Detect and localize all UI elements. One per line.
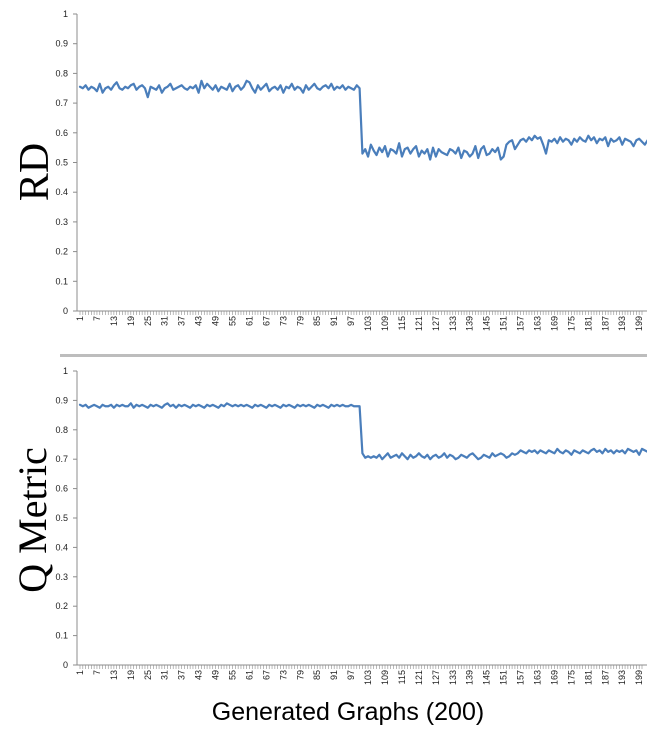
x-tick-label: 97 <box>346 670 356 680</box>
y-tick-label: 0.3 <box>55 217 68 227</box>
x-tick-label: 67 <box>261 670 271 680</box>
x-tick-label: 103 <box>363 670 373 685</box>
x-tick-label: 31 <box>160 316 170 326</box>
x-tick-label: 139 <box>465 316 475 331</box>
x-tick-label: 43 <box>194 316 204 326</box>
x-tick-label: 187 <box>600 670 610 685</box>
x-tick-label: 157 <box>516 316 526 331</box>
x-tick-label: 175 <box>566 316 576 331</box>
x-tick-label: 37 <box>177 670 187 680</box>
x-tick-label: 85 <box>312 670 322 680</box>
x-tick-label: 73 <box>278 316 288 326</box>
y-tick-label: 1 <box>63 9 68 19</box>
x-tick-label: 181 <box>583 670 593 685</box>
y-tick-label: 0.8 <box>55 425 68 435</box>
x-tick-label: 199 <box>634 670 644 685</box>
y-tick-label: 0.6 <box>55 484 68 494</box>
x-tick-label: 79 <box>295 316 305 326</box>
x-tick-label: 79 <box>295 670 305 680</box>
y-tick-label: 0.9 <box>55 395 68 405</box>
y-tick-label: 0.1 <box>55 276 68 286</box>
x-tick-label: 73 <box>278 670 288 680</box>
y-tick-label: 0.4 <box>55 187 68 197</box>
series-line <box>78 79 647 161</box>
x-tick-label: 121 <box>414 316 424 331</box>
y-tick-label: 0.7 <box>55 98 68 108</box>
x-tick-label: 7 <box>92 670 102 675</box>
y-tick-label: 0.2 <box>55 247 68 257</box>
x-tick-label: 139 <box>465 670 475 685</box>
x-tick-label: 91 <box>329 316 339 326</box>
x-tick-label: 13 <box>109 316 119 326</box>
y-tick-label: 0.8 <box>55 68 68 78</box>
x-tick-label: 163 <box>533 670 543 685</box>
chart-q-metric: Q Metric 0 0.1 0.2 0.3 0.4 0.5 0.6 0.7 0.8 0.9 1 1 7 1… <box>10 366 647 685</box>
x-tick-label: 43 <box>194 670 204 680</box>
x-tick-label: 169 <box>549 316 559 331</box>
y-tick-label: 0.3 <box>55 572 68 582</box>
x-tick-label: 145 <box>482 316 492 331</box>
y-tick-label: 1 <box>63 366 68 376</box>
x-axis-label: Generated Graphs (200) <box>212 698 484 726</box>
y-tick-label: 0.7 <box>55 454 68 464</box>
x-tick-label: 49 <box>211 670 221 680</box>
x-tick-label: 163 <box>533 316 543 331</box>
x-tick-label: 61 <box>244 670 254 680</box>
x-tick-label: 181 <box>583 316 593 331</box>
x-tick-label: 127 <box>431 670 441 685</box>
x-tick-label: 115 <box>397 316 407 330</box>
x-tick-label: 97 <box>346 316 356 326</box>
x-tick-label: 145 <box>482 670 492 685</box>
x-tick-label: 25 <box>143 316 153 326</box>
y-tick-label: 0.1 <box>55 631 68 641</box>
x-tick-label: 31 <box>160 670 170 680</box>
series-line <box>78 402 647 461</box>
x-tick-label: 193 <box>617 316 627 331</box>
y-axis-label: RD <box>12 143 58 201</box>
y-tick-label: 0.5 <box>55 158 68 168</box>
y-tick-label: 0.5 <box>55 513 68 523</box>
x-tick-label: 1 <box>75 316 85 321</box>
chart-rd: RD 0 0.1 0.2 0.3 0.4 0.5 0.6 0.7 0.8 0.9 1 1 7 13 19 25 3… <box>12 9 647 331</box>
x-tick-label: 25 <box>143 670 153 680</box>
y-tick-label: 0 <box>63 660 68 670</box>
x-tick-label: 49 <box>211 316 221 326</box>
x-tick-label: 7 <box>92 316 102 321</box>
x-tick-label: 157 <box>516 670 526 685</box>
x-tick-label: 91 <box>329 670 339 680</box>
x-tick-label: 19 <box>126 670 136 680</box>
x-tick-label: 103 <box>363 316 373 331</box>
x-tick-label: 151 <box>499 670 509 685</box>
x-tick-label: 67 <box>261 316 271 326</box>
y-tick-label: 0 <box>63 306 68 316</box>
x-tick-label: 55 <box>228 670 238 680</box>
x-tick-label: 37 <box>177 316 187 326</box>
x-tick-label: 13 <box>109 670 119 680</box>
x-tick-label: 187 <box>600 316 610 331</box>
x-tick-label: 1 <box>75 670 85 675</box>
y-tick-label: 0.2 <box>55 601 68 611</box>
x-tick-label: 109 <box>380 670 390 685</box>
x-tick-label: 199 <box>634 316 644 331</box>
x-tick-label: 133 <box>448 670 458 685</box>
x-tick-label: 61 <box>244 316 254 326</box>
y-tick-label: 0.9 <box>55 39 68 49</box>
x-tick-label: 55 <box>228 316 238 326</box>
x-tick-label: 193 <box>617 670 627 685</box>
x-tick-label: 169 <box>549 670 559 685</box>
x-tick-label: 121 <box>414 670 424 685</box>
y-tick-label: 0.6 <box>55 128 68 138</box>
x-tick-label: 85 <box>312 316 322 326</box>
x-tick-label: 175 <box>566 670 576 685</box>
y-axis-label: Q Metric <box>10 447 55 593</box>
x-tick-label: 19 <box>126 316 136 326</box>
x-tick-label: 151 <box>499 316 509 331</box>
x-tick-label: 115 <box>397 670 407 684</box>
x-tick-label: 133 <box>448 316 458 331</box>
y-tick-label: 0.4 <box>55 542 68 552</box>
x-tick-label: 109 <box>380 316 390 331</box>
x-tick-label: 127 <box>431 316 441 331</box>
